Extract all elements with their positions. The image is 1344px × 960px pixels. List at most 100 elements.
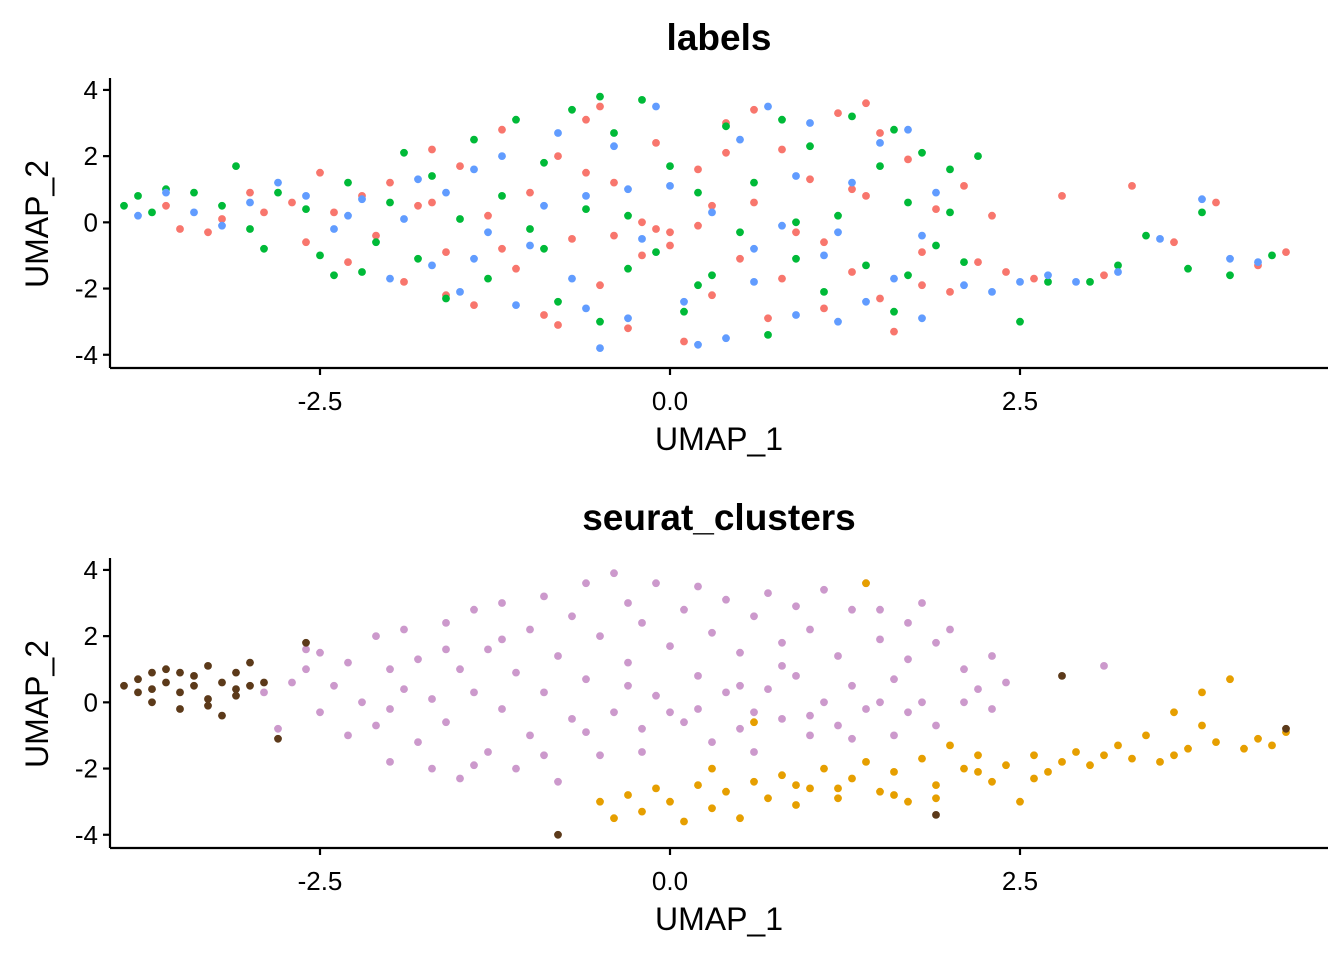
data-point — [932, 721, 940, 730]
data-point — [736, 228, 744, 237]
data-point — [176, 688, 184, 697]
data-point — [1184, 264, 1192, 273]
data-point — [946, 625, 954, 634]
data-point — [1016, 317, 1024, 326]
data-point — [1254, 734, 1262, 743]
data-point — [316, 251, 324, 260]
data-point — [176, 225, 184, 233]
data-point — [1128, 754, 1136, 763]
data-points — [120, 569, 1290, 839]
data-point — [1198, 195, 1206, 204]
data-point — [750, 777, 758, 786]
data-point — [708, 764, 716, 773]
data-point — [834, 652, 842, 660]
data-point — [386, 665, 394, 674]
data-point — [708, 208, 716, 217]
data-point — [526, 731, 534, 740]
data-point — [1226, 271, 1234, 280]
data-point — [232, 685, 240, 693]
data-point — [708, 271, 716, 280]
data-point — [484, 228, 492, 237]
x-axis-label: UMAP_1 — [655, 901, 783, 937]
data-point — [736, 648, 744, 657]
data-point — [778, 771, 786, 780]
data-point — [414, 655, 422, 664]
data-point — [890, 731, 898, 740]
data-point — [400, 148, 408, 157]
data-point — [302, 638, 310, 647]
data-point — [750, 105, 758, 114]
data-point — [792, 228, 800, 237]
data-point — [582, 304, 590, 313]
data-point — [694, 340, 702, 349]
data-point — [1058, 672, 1066, 680]
y-tick-label: -2 — [75, 274, 98, 304]
data-point — [568, 274, 576, 283]
data-point — [778, 221, 786, 230]
data-point — [428, 172, 436, 180]
data-point — [750, 612, 758, 621]
data-point — [932, 205, 940, 214]
data-point — [470, 254, 478, 263]
data-point — [918, 148, 926, 157]
data-point — [960, 258, 968, 266]
data-point — [302, 192, 310, 200]
data-point — [540, 244, 548, 253]
data-point — [568, 715, 576, 723]
data-point — [820, 304, 828, 313]
data-point — [1268, 741, 1276, 750]
data-point — [680, 817, 688, 826]
data-point — [260, 208, 268, 217]
x-tick-label: 0.0 — [652, 866, 688, 896]
data-point — [414, 201, 422, 210]
data-point — [204, 695, 212, 703]
data-point — [666, 182, 674, 190]
data-point — [316, 648, 324, 657]
chart-title: labels — [667, 17, 772, 58]
data-point — [400, 215, 408, 223]
data-point — [946, 165, 954, 174]
data-point — [652, 248, 660, 256]
data-point — [204, 228, 212, 237]
data-point — [1170, 238, 1178, 247]
data-point — [750, 178, 758, 187]
data-point — [750, 718, 758, 727]
x-tick-label: 0.0 — [652, 386, 688, 416]
data-point — [624, 658, 632, 667]
data-point — [442, 645, 450, 654]
data-point — [554, 129, 562, 137]
data-point — [162, 665, 170, 674]
data-point — [974, 768, 982, 776]
data-point — [596, 797, 604, 806]
data-point — [820, 238, 828, 247]
data-point — [554, 777, 562, 786]
data-point — [960, 281, 968, 290]
data-point — [1100, 271, 1108, 280]
data-point — [260, 678, 268, 687]
data-point — [666, 708, 674, 717]
data-points — [120, 92, 1290, 352]
data-point — [596, 632, 604, 640]
data-point — [736, 254, 744, 263]
data-point — [624, 314, 632, 323]
data-point — [386, 198, 394, 207]
data-point — [890, 125, 898, 134]
data-point — [876, 635, 884, 644]
data-point — [750, 278, 758, 286]
data-point — [960, 698, 968, 707]
data-point — [792, 801, 800, 809]
data-point — [722, 334, 730, 343]
data-point — [386, 274, 394, 283]
data-point — [344, 731, 352, 740]
data-point — [778, 662, 786, 670]
data-point — [806, 175, 814, 184]
data-point — [834, 109, 842, 117]
data-point — [960, 182, 968, 190]
data-point — [1282, 248, 1290, 256]
data-point — [806, 731, 814, 740]
data-point — [582, 168, 590, 177]
data-point — [834, 721, 842, 730]
data-point — [932, 794, 940, 803]
data-point — [1212, 738, 1220, 746]
